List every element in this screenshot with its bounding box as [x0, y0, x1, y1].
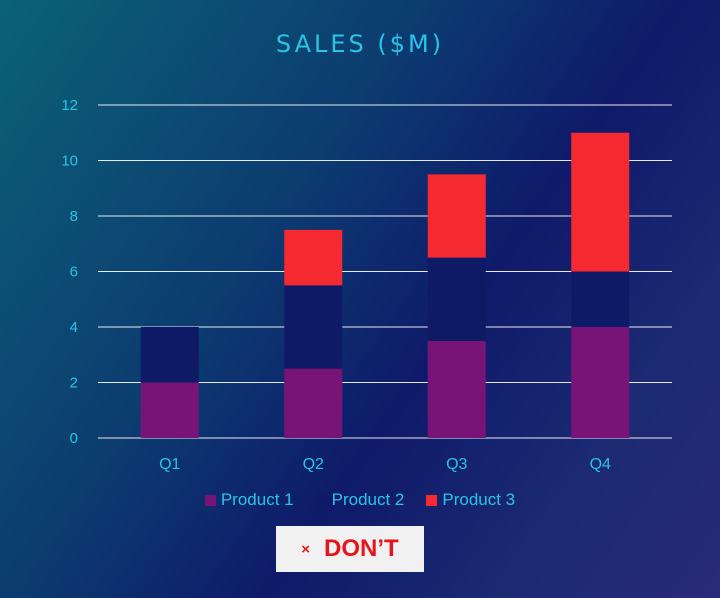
y-tick-label-10: 10: [61, 153, 78, 170]
bar-q2-series-2: [284, 285, 343, 369]
x-tick-label-q4: Q4: [590, 456, 611, 473]
x-tick-label-q2: Q2: [303, 456, 324, 473]
bar-q1-series-1: [140, 382, 199, 438]
cross-icon: ×: [301, 540, 311, 558]
bar-q3-series-3: [427, 174, 486, 258]
legend-label-product-2: Product 2: [331, 490, 405, 509]
bar-q4-series-1: [571, 327, 630, 438]
y-tick-label-0: 0: [70, 430, 78, 447]
legend-item-product-2: Product 2: [315, 490, 405, 510]
legend-item-product-1: Product 1: [204, 490, 294, 510]
y-tick-label-12: 12: [61, 97, 78, 114]
x-tick-label-q1: Q1: [159, 456, 180, 473]
x-tick-label-q3: Q3: [446, 456, 467, 473]
dont-label: DON’T: [324, 535, 399, 562]
y-tick-label-4: 4: [70, 319, 78, 336]
bar-q2-series-1: [284, 368, 343, 438]
y-tick-label-8: 8: [70, 208, 78, 225]
chart-title: SALES ($M): [275, 30, 445, 58]
bar-q3-series-1: [427, 340, 486, 438]
bar-q3-series-2: [427, 257, 486, 341]
y-tick-label-2: 2: [70, 375, 78, 392]
legend-item-product-3: Product 3: [426, 490, 515, 510]
legend-swatch-product-2: [315, 494, 327, 506]
legend-label-product-1: Product 1: [220, 490, 294, 509]
legend-swatch-product-1: [204, 494, 216, 506]
legend-label-product-3: Product 3: [442, 490, 516, 509]
bar-q4-series-2: [571, 271, 630, 327]
chart-legend: Product 1 Product 2 Product 3: [0, 490, 720, 510]
bar-q2-series-3: [284, 229, 343, 286]
bar-q1-series-2: [140, 327, 199, 383]
dont-badge: × DON’T: [276, 526, 424, 572]
legend-swatch-product-3: [426, 494, 438, 506]
bar-q4-series-3: [571, 132, 630, 272]
y-tick-label-6: 6: [70, 264, 78, 281]
